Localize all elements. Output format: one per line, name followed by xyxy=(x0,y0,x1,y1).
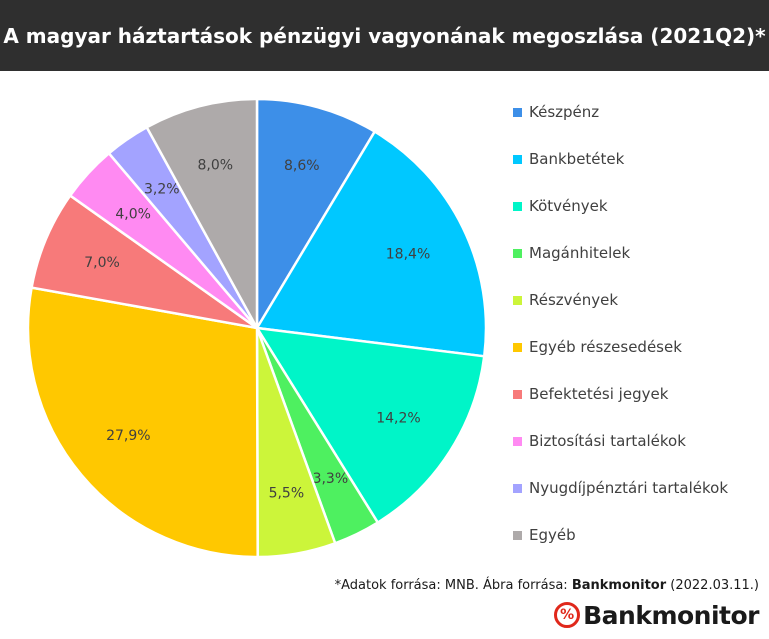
source-brand: Bankmonitor xyxy=(571,578,667,593)
legend-label-6: Befektetési jegyek xyxy=(529,385,669,403)
legend-swatch-6 xyxy=(513,389,522,399)
legend-item-2: Kötvények xyxy=(513,195,608,217)
legend-swatch-0 xyxy=(513,107,522,117)
legend-item-9: Egyéb xyxy=(513,524,576,546)
chart-title: A magyar háztartások pénzügyi vagyonának… xyxy=(3,23,766,48)
slice-label-9: 8,0% xyxy=(197,157,233,173)
chart-header: A magyar háztartások pénzügyi vagyonának… xyxy=(0,0,769,71)
legend-swatch-4 xyxy=(513,295,522,305)
slice-label-6: 7,0% xyxy=(84,255,120,271)
legend-item-8: Nyugdíjpénztári tartalékok xyxy=(513,477,728,499)
slice-label-2: 14,2% xyxy=(376,411,420,427)
slice-label-7: 4,0% xyxy=(115,206,151,222)
pie-chart: 8,6% 18,4% 14,2% 3,3% 5,5% 27,9% 7,0% 4,0% 3,2% 8… xyxy=(26,97,488,559)
source-prefix: *Adatok forrása: MNB. Ábra forrása: xyxy=(334,578,572,593)
pie-slice-9 xyxy=(145,97,259,329)
logo-text: Bankmonitor xyxy=(583,600,759,630)
legend-item-4: Részvények xyxy=(513,289,618,311)
legend-label-2: Kötvények xyxy=(529,197,608,215)
legend-swatch-3 xyxy=(513,248,522,258)
legend-item-1: Bankbetétek xyxy=(513,148,624,170)
slice-label-3: 3,3% xyxy=(313,471,349,487)
legend-label-4: Részvények xyxy=(529,291,619,309)
slice-label-8: 3,2% xyxy=(144,182,180,198)
legend-item-3: Magánhitelek xyxy=(513,242,630,264)
percent-icon: % xyxy=(554,602,581,628)
slice-label-5: 27,9% xyxy=(106,428,150,444)
pie-slice-1 xyxy=(254,129,488,358)
legend-item-7: Biztosítási tartalékok xyxy=(513,430,686,452)
legend-item-6: Befektetési jegyek xyxy=(513,383,668,405)
legend-swatch-9 xyxy=(513,530,522,540)
pie-slice-5 xyxy=(26,286,259,559)
bankmonitor-logo: % Bankmonitor xyxy=(554,598,759,632)
legend-label-9: Egyéb xyxy=(529,526,576,544)
source-note: *Adatok forrása: MNB. Ábra forrása: Bank… xyxy=(335,578,759,593)
legend-label-7: Biztosítási tartalékok xyxy=(529,432,686,450)
legend-label-0: Készpénz xyxy=(529,103,600,121)
legend-label-8: Nyugdíjpénztári tartalékok xyxy=(529,479,729,497)
legend-item-5: Egyéb részesedések xyxy=(513,336,682,358)
legend-label-5: Egyéb részesedések xyxy=(529,338,682,356)
pie-slice-0 xyxy=(255,97,377,333)
pie-slice-2 xyxy=(254,326,486,525)
legend-swatch-8 xyxy=(513,483,522,493)
legend-item-0: Készpénz xyxy=(513,101,599,123)
legend-swatch-2 xyxy=(513,201,522,211)
legend-label-3: Magánhitelek xyxy=(529,244,631,262)
source-date: (2022.03.11.) xyxy=(666,578,759,593)
legend-swatch-7 xyxy=(513,436,522,446)
slice-label-4: 5,5% xyxy=(269,485,305,501)
legend-label-1: Bankbetétek xyxy=(529,150,625,168)
slice-label-0: 8,6% xyxy=(284,158,320,174)
legend-swatch-1 xyxy=(513,154,522,164)
legend-swatch-5 xyxy=(513,342,522,352)
slice-label-1: 18,4% xyxy=(386,246,430,262)
